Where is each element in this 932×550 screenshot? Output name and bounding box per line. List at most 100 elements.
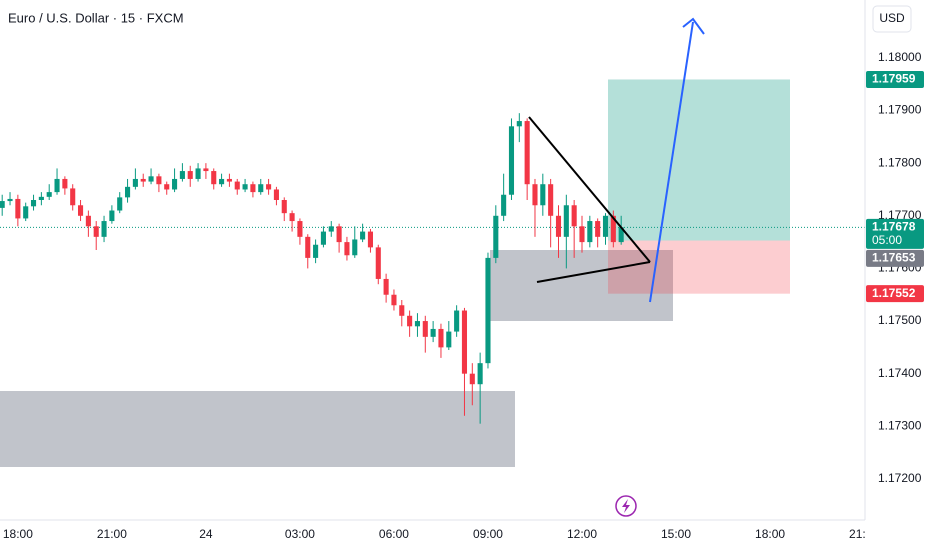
candle-body <box>414 321 421 327</box>
candle-body <box>508 126 515 195</box>
candle-body <box>273 189 279 200</box>
y-tick-label: 1.17200 <box>878 471 922 485</box>
candle-body <box>266 184 272 190</box>
chart-title: Euro / U.S. Dollar · 15 · FXCM <box>8 10 184 25</box>
candle-body <box>219 178 225 185</box>
candle-body <box>148 176 154 182</box>
candle-body <box>595 221 601 237</box>
y-tick-label: 1.18000 <box>878 50 922 64</box>
x-tick-label: 21:00 <box>97 527 127 541</box>
profit-zone <box>608 79 790 241</box>
candle-body <box>15 198 21 219</box>
y-tick-label: 1.17700 <box>878 208 922 222</box>
candle-body <box>540 184 546 206</box>
candle-body <box>179 171 185 179</box>
candle-body <box>54 178 60 193</box>
candle-body <box>23 206 29 219</box>
price-tag-label: 1.17653 <box>872 251 916 265</box>
candle-body <box>172 178 178 190</box>
price-tag-label: 1.17959 <box>872 72 916 86</box>
candle-body <box>367 231 373 248</box>
candles <box>0 113 624 424</box>
candle-body <box>563 205 569 237</box>
currency: USD <box>879 11 905 25</box>
zone <box>490 250 673 321</box>
y-tick-label: 1.17800 <box>878 155 922 169</box>
candle-body <box>391 294 397 306</box>
zone <box>0 391 515 467</box>
candle-body <box>454 310 460 332</box>
candle-body <box>516 121 522 127</box>
candle-body <box>187 171 193 179</box>
candle-body <box>430 328 436 337</box>
candle-body <box>320 231 326 245</box>
candle-body <box>485 257 491 364</box>
candle-body <box>493 215 499 258</box>
candle-body <box>336 226 342 243</box>
candle-body <box>407 315 413 327</box>
candle-body <box>548 184 554 216</box>
candle-body <box>571 205 577 227</box>
price-axis <box>865 0 932 550</box>
candle-body <box>477 363 483 385</box>
candle-body <box>77 205 84 216</box>
candle-body <box>125 186 131 198</box>
y-tick-label: 1.17900 <box>878 103 922 117</box>
candle-body <box>164 184 170 190</box>
candle-body <box>0 201 5 208</box>
x-tick-label: 15:00 <box>661 527 691 541</box>
position-tool <box>0 79 865 294</box>
currency-button[interactable] <box>872 5 912 33</box>
candle-body <box>234 181 240 190</box>
candle-body <box>383 278 389 295</box>
candle-body <box>501 194 507 216</box>
candle-body <box>532 184 538 206</box>
candle-body <box>250 184 256 193</box>
candle-body <box>281 200 287 214</box>
candle-body <box>117 197 123 211</box>
candle-body <box>352 239 358 256</box>
candle-body <box>610 215 616 243</box>
candle-body <box>226 178 232 182</box>
price-tag-label: 1.17678 <box>872 220 916 234</box>
candle-body <box>305 236 311 258</box>
arrow <box>649 21 694 303</box>
x-tick-label: 09:00 <box>473 527 503 541</box>
x-tick-label: 18:00 <box>755 527 785 541</box>
candle-body <box>132 178 138 187</box>
candle-body <box>7 198 13 202</box>
countdown: 05:00 <box>872 233 902 247</box>
x-tick-label: 18:00 <box>3 527 33 541</box>
candle-body <box>438 328 444 348</box>
candle-body <box>258 184 264 193</box>
candle-body <box>524 121 530 185</box>
candle-body <box>313 244 319 258</box>
candle-body <box>602 215 609 237</box>
candle-body <box>70 188 76 206</box>
candle-body <box>360 231 366 240</box>
price-tag <box>866 218 924 249</box>
candle-body <box>242 184 248 190</box>
candle-body <box>399 305 405 316</box>
candle-body <box>461 310 468 374</box>
candle-body <box>140 178 146 182</box>
candle-body <box>618 227 624 243</box>
candle-body <box>469 373 475 385</box>
candle-body <box>62 178 68 189</box>
y-tick-label: 1.17300 <box>878 418 922 432</box>
price-tag <box>866 285 924 303</box>
price-tag <box>866 249 924 267</box>
price-tag-label: 1.17552 <box>872 286 916 300</box>
event-icon-bolt <box>622 499 630 513</box>
candle-body <box>375 247 381 279</box>
arrow-head <box>682 17 705 35</box>
candle-body <box>446 331 452 348</box>
candle-body <box>30 200 37 207</box>
candle-body <box>46 192 52 197</box>
candle-body <box>344 242 350 256</box>
candle-body <box>555 215 562 237</box>
trendline <box>536 261 651 283</box>
candle-body <box>93 226 99 237</box>
candle-body <box>422 321 428 337</box>
